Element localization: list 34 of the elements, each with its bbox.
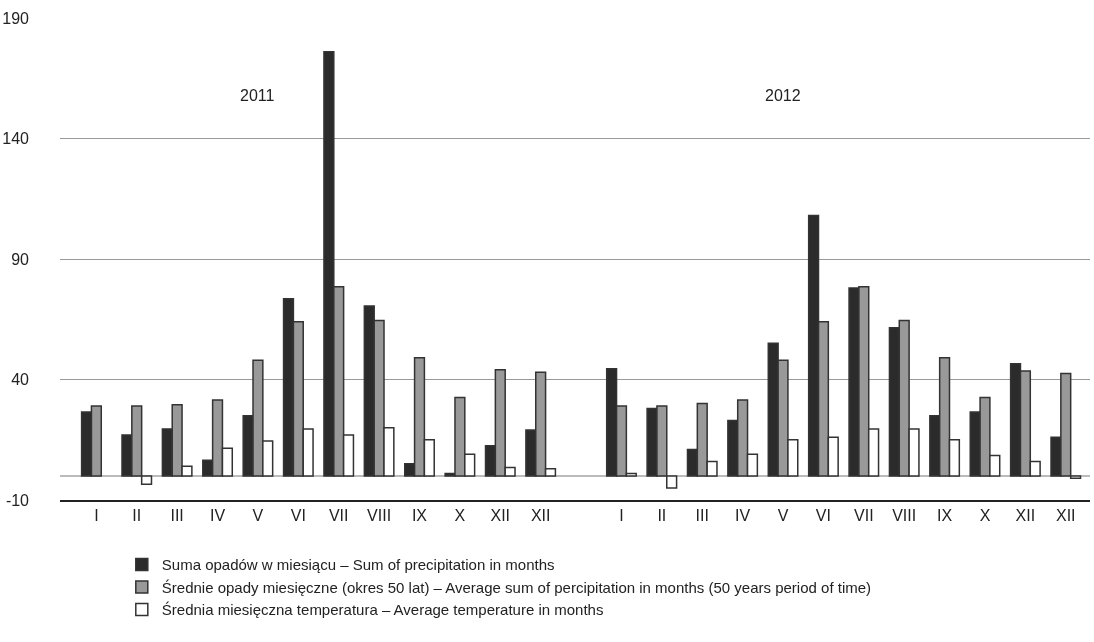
- y-tick-label: 40: [11, 371, 30, 389]
- x-tick-label: I: [94, 506, 99, 524]
- x-tick-label: XII: [530, 506, 551, 524]
- x-tick-label: III: [170, 506, 184, 524]
- annotation: 2011: [240, 87, 275, 104]
- y-tick-label: -10: [5, 491, 30, 509]
- x-tick-label: XII: [1015, 506, 1036, 524]
- y-tick-label: 190: [2, 9, 30, 27]
- x-tick-label: X: [454, 506, 466, 524]
- legend-label: Średnia miesięczna temperatura – Average temperature in months: [161, 601, 604, 619]
- x-tick-label: V: [252, 506, 264, 524]
- y-tick-label: 140: [2, 130, 30, 148]
- x-tick-label: VII: [854, 506, 874, 524]
- x-tick-label: IX: [937, 506, 953, 524]
- x-tick-label: VIII: [367, 506, 392, 524]
- x-tick-label: XII: [1055, 506, 1076, 524]
- legend-label: Średnie opady miesięczne (okres 50 lat) – Average sum of percipitation in months (50 years period of time): [161, 578, 872, 596]
- x-tick-label: II: [657, 506, 667, 524]
- x-tick-label: VI: [815, 506, 831, 524]
- annotation: 2012: [765, 87, 801, 104]
- x-tick-label: II: [132, 506, 142, 524]
- legend-label: Suma opadów w miesiącu – Sum of precipitation in months: [161, 556, 555, 574]
- x-tick-label: IV: [209, 506, 226, 524]
- x-tick-label: VII: [328, 506, 349, 524]
- x-tick-label: III: [695, 506, 709, 524]
- x-tick-label: X: [979, 506, 991, 524]
- y-tick-label: 90: [11, 250, 30, 268]
- x-tick-label: I: [619, 506, 624, 524]
- x-tick-label: IX: [411, 506, 428, 524]
- x-tick-label: V: [777, 506, 789, 524]
- x-tick-label: IV: [735, 506, 751, 524]
- x-tick-label: VI: [290, 506, 306, 524]
- x-tick-label: VIII: [892, 506, 917, 524]
- x-tick-label: XII: [490, 506, 511, 524]
